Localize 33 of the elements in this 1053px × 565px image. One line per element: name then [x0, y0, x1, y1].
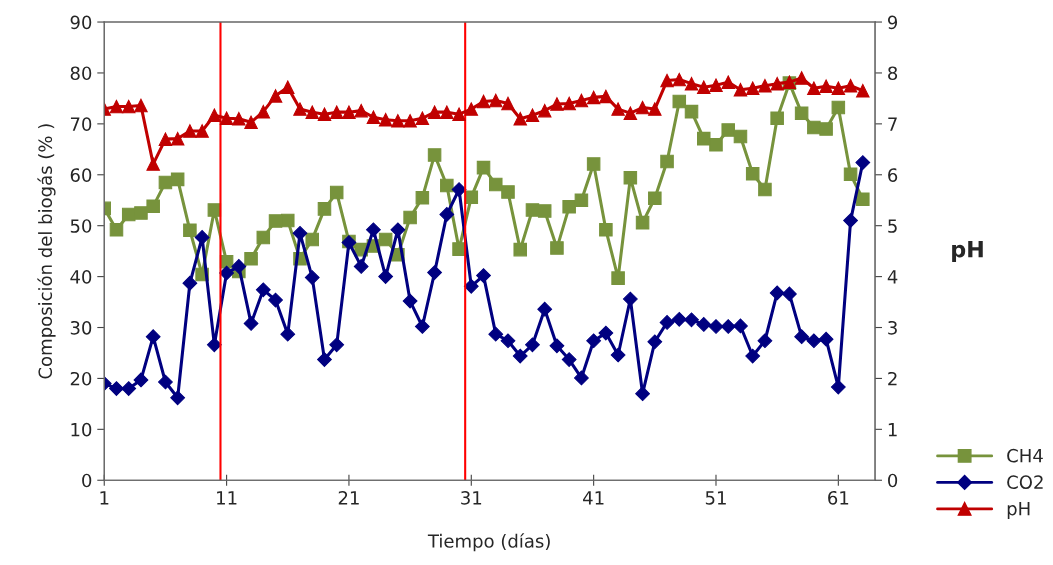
y2-tick-label: 2 — [888, 371, 897, 386]
y-tick-label: 40 — [70, 270, 92, 284]
legend-label: CO2 — [1007, 475, 1043, 489]
y-tick-label: 50 — [70, 219, 92, 233]
y2-axis-title: pH — [952, 241, 983, 262]
y2-tick-label: 9 — [887, 15, 898, 30]
y-tick-label: 0 — [82, 473, 92, 488]
x-tick-label: 11 — [217, 491, 237, 505]
y2-tick-label: 6 — [888, 168, 898, 182]
y-tick-label: 20 — [70, 371, 92, 386]
y2-tick-label: 8 — [888, 66, 898, 81]
y-tick-label: 70 — [70, 117, 92, 131]
y-tick-label: 10 — [71, 422, 92, 437]
y-tick-label: 90 — [70, 15, 92, 30]
y-tick-label: 80 — [70, 66, 92, 81]
x-tick-label: 41 — [583, 491, 604, 505]
legend-label: CH4 — [1007, 448, 1043, 463]
y2-tick-label: 7 — [888, 117, 897, 131]
x-axis-title: Tiempo (días) — [427, 533, 550, 552]
y2-tick-label: 3 — [888, 320, 897, 335]
x-tick-label: 61 — [828, 490, 849, 505]
y-tick-label: 60 — [70, 168, 92, 182]
y-tick-label: 30 — [70, 320, 92, 335]
x-tick-label: 21 — [338, 490, 359, 505]
y-axis-title: Composición del biogás (% ) — [37, 124, 56, 379]
x-tick-label: 51 — [705, 491, 726, 505]
y2-tick-label: 4 — [887, 270, 898, 284]
y2-tick-label: 1 — [888, 423, 897, 437]
legend-label: pH — [1007, 502, 1030, 519]
y2-tick-label: 5 — [888, 219, 897, 233]
x-tick-label: 1 — [100, 491, 109, 505]
y2-tick-label: 0 — [888, 473, 898, 488]
x-tick-label: 31 — [461, 490, 482, 505]
